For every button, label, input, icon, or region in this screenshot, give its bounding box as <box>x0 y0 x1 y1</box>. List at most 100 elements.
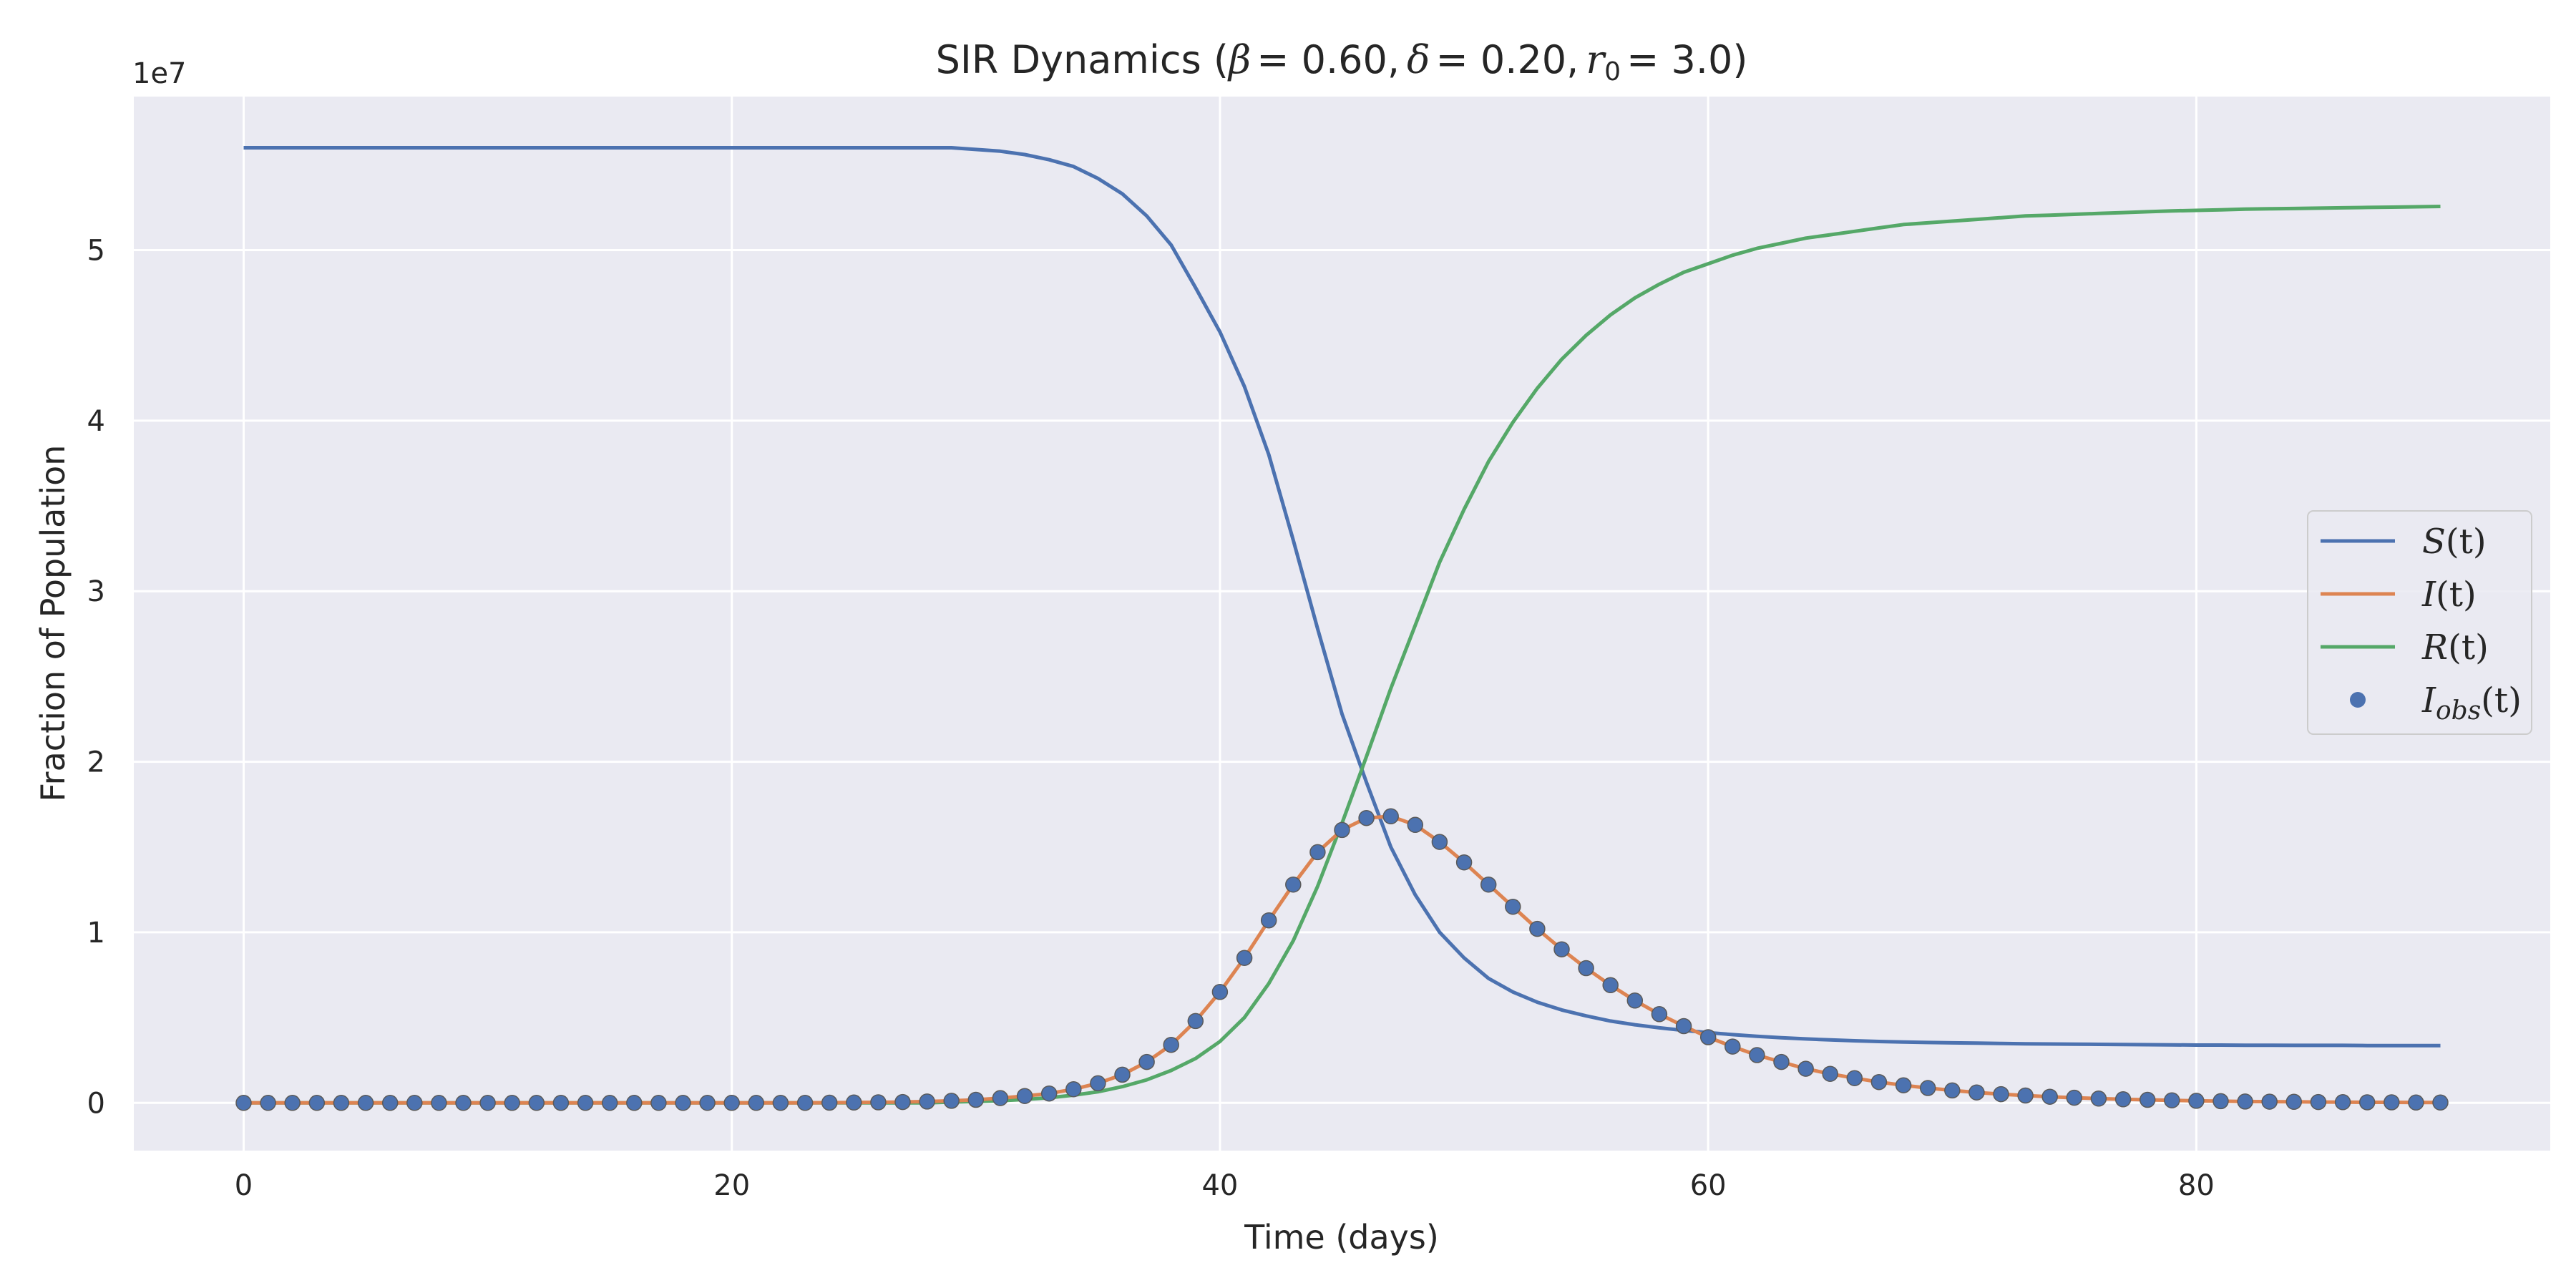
x-tick-label: 80 <box>2178 1169 2215 1202</box>
observed-point <box>2384 1094 2400 1111</box>
observed-points <box>235 808 2449 1111</box>
observed-point <box>1358 809 1375 826</box>
observed-point <box>1870 1073 1888 1091</box>
title-beta-value: = 0.60, <box>1257 37 1400 82</box>
observed-point <box>919 1093 935 1110</box>
observed-point <box>943 1093 960 1109</box>
observed-point <box>846 1094 862 1111</box>
observed-point <box>650 1095 667 1111</box>
observed-point <box>1919 1080 1936 1096</box>
observed-point <box>601 1095 618 1111</box>
observed-point <box>577 1095 594 1111</box>
observed-point <box>1090 1075 1106 1092</box>
observed-point <box>2090 1091 2107 1107</box>
y-tick-label: 4 <box>87 405 105 438</box>
observed-point <box>626 1095 643 1111</box>
observed-point <box>1163 1036 1179 1053</box>
y-tick-label: 3 <box>87 575 105 608</box>
observed-point <box>2212 1093 2229 1110</box>
grid <box>134 97 2550 1151</box>
observed-point <box>1285 876 1302 893</box>
y-axis-label: Fraction of Population <box>34 445 72 802</box>
title-suffix: ) <box>1732 37 1747 82</box>
legend-swatch-i-obs <box>2350 692 2366 708</box>
x-axis-label: Time (days) <box>1244 1218 1439 1257</box>
observed-point <box>1431 834 1448 850</box>
title-r-value: = 3.0 <box>1626 37 1732 82</box>
observed-point <box>479 1095 496 1111</box>
observed-point <box>2261 1093 2278 1110</box>
y-offset-label: 1e7 <box>132 57 187 90</box>
observed-point <box>967 1091 985 1108</box>
observed-point <box>284 1095 301 1111</box>
legend-box <box>2307 510 2532 735</box>
observed-point <box>894 1093 911 1111</box>
observed-point <box>870 1094 887 1111</box>
y-tick-label: 2 <box>87 746 105 779</box>
legend-label-s: S(t) <box>2422 522 2487 562</box>
y-tick-label: 5 <box>87 235 105 268</box>
observed-point <box>1602 977 1619 994</box>
observed-point <box>1455 854 1473 871</box>
legend-label-i: I(t) <box>2421 575 2477 615</box>
observed-point <box>1724 1038 1741 1055</box>
observed-point <box>381 1095 399 1111</box>
title-r-symbol: r <box>1586 37 1606 82</box>
observed-point <box>1529 920 1546 937</box>
observed-point <box>2334 1094 2351 1111</box>
observed-point <box>821 1094 838 1111</box>
observed-point <box>235 1095 252 1111</box>
observed-point <box>1211 984 1229 1000</box>
observed-point <box>1749 1047 1765 1063</box>
observed-point <box>723 1095 740 1111</box>
y-tick-label: 1 <box>87 917 105 950</box>
observed-point <box>1065 1080 1082 1098</box>
observed-point <box>333 1095 350 1111</box>
observed-point <box>2139 1091 2156 1108</box>
observed-point <box>1773 1053 1790 1070</box>
observed-point <box>1895 1077 1912 1093</box>
observed-point <box>1993 1085 2009 1103</box>
observed-point <box>1334 821 1350 839</box>
title-delta-value: = 0.20, <box>1436 37 1579 82</box>
observed-point <box>2164 1092 2180 1108</box>
observed-point <box>1822 1065 1838 1082</box>
observed-point <box>2310 1093 2327 1111</box>
observed-point <box>1505 898 1521 915</box>
observed-point <box>772 1095 789 1111</box>
observed-point <box>357 1095 374 1111</box>
observed-point <box>455 1095 472 1111</box>
legend: S(t) I(t) R(t) Iobs(t) <box>2307 510 2532 735</box>
observed-point <box>504 1095 520 1111</box>
legend-label-r: R(t) <box>2421 628 2489 668</box>
observed-point <box>552 1095 570 1111</box>
observed-point <box>2041 1088 2058 1105</box>
observed-point <box>1016 1088 1033 1104</box>
observed-point <box>796 1095 814 1111</box>
observed-point <box>1040 1085 1058 1102</box>
title-r-subscript: 0 <box>1604 57 1621 87</box>
observed-point <box>1626 992 1644 1009</box>
x-tick-label: 0 <box>235 1169 253 1202</box>
observed-point <box>2114 1091 2132 1108</box>
observed-point <box>1187 1013 1204 1030</box>
chart-title: SIR Dynamics (β = 0.60, δ = 0.20, r0 = 3.0) <box>936 37 1748 87</box>
observed-point <box>1114 1066 1131 1083</box>
observed-point <box>1236 950 1253 966</box>
observed-point <box>1553 941 1570 957</box>
series-line-s <box>243 146 2441 1048</box>
observed-point <box>2432 1094 2449 1111</box>
observed-point <box>992 1090 1009 1106</box>
observed-point <box>1309 844 1326 861</box>
y-tick-label: 0 <box>87 1087 105 1120</box>
title-beta-symbol: β <box>1227 37 1251 82</box>
observed-point <box>1944 1082 1961 1099</box>
observed-point <box>1138 1053 1155 1070</box>
observed-point <box>1578 960 1594 977</box>
observed-point <box>2285 1093 2303 1111</box>
observed-point <box>2408 1094 2424 1111</box>
x-tick-label: 20 <box>713 1169 750 1202</box>
observed-point <box>2358 1094 2376 1111</box>
title-prefix: SIR Dynamics ( <box>936 37 1229 82</box>
